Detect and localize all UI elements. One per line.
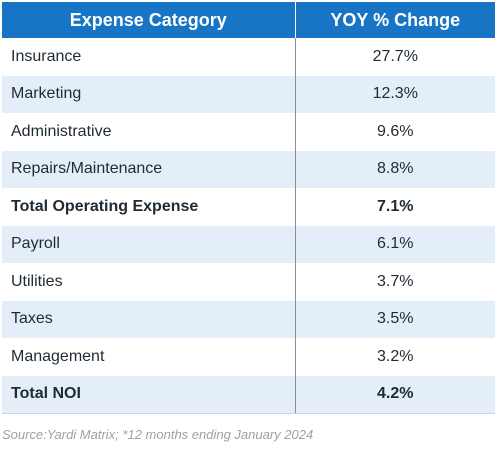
yoy-change-cell: 12.3% [294, 75, 495, 113]
category-cell: Insurance [2, 38, 295, 76]
yoy-change-cell: 9.6% [294, 113, 495, 151]
category-cell: Payroll [2, 225, 295, 263]
yoy-change-cell: 4.2% [294, 375, 495, 414]
table-row: Taxes 3.5% [2, 300, 495, 338]
category-cell: Management [2, 338, 295, 376]
yoy-change-cell: 8.8% [294, 150, 495, 188]
source-note: Source:Yardi Matrix; *12 months ending J… [2, 427, 314, 442]
yoy-change-cell: 3.5% [294, 300, 495, 338]
table-body: Insurance 27.7% Marketing 12.3% Administrati… [2, 38, 495, 414]
table-row: Total NOI 4.2% [2, 375, 495, 414]
table-row: Payroll 6.1% [2, 225, 495, 263]
table-row: Marketing 12.3% [2, 75, 495, 113]
yoy-change-cell: 3.2% [294, 338, 495, 376]
category-cell: Total NOI [2, 375, 295, 414]
table-row: Administrative 9.6% [2, 113, 495, 151]
category-cell: Administrative [2, 113, 295, 151]
yoy-change-cell: 3.7% [294, 263, 495, 301]
column-header-yoy-change: YOY % Change [295, 2, 495, 38]
table-row: Utilities 3.7% [2, 263, 495, 301]
expense-table: Expense Category YOY % Change Insurance 2… [2, 2, 495, 414]
yoy-change-cell: 6.1% [294, 225, 495, 263]
yoy-change-cell: 7.1% [294, 188, 495, 226]
category-cell: Repairs/Maintenance [2, 150, 295, 188]
category-cell: Utilities [2, 263, 295, 301]
category-cell: Total Operating Expense [2, 188, 295, 226]
table-row: Total Operating Expense 7.1% [2, 188, 495, 226]
category-cell: Marketing [2, 75, 295, 113]
column-header-category: Expense Category [2, 2, 296, 38]
yoy-change-cell: 27.7% [294, 38, 495, 76]
table-row: Insurance 27.7% [2, 38, 495, 76]
category-cell: Taxes [2, 300, 295, 338]
table-header-row: Expense Category YOY % Change [2, 2, 495, 38]
table-row: Repairs/Maintenance 8.8% [2, 150, 495, 188]
table-row: Management 3.2% [2, 338, 495, 376]
